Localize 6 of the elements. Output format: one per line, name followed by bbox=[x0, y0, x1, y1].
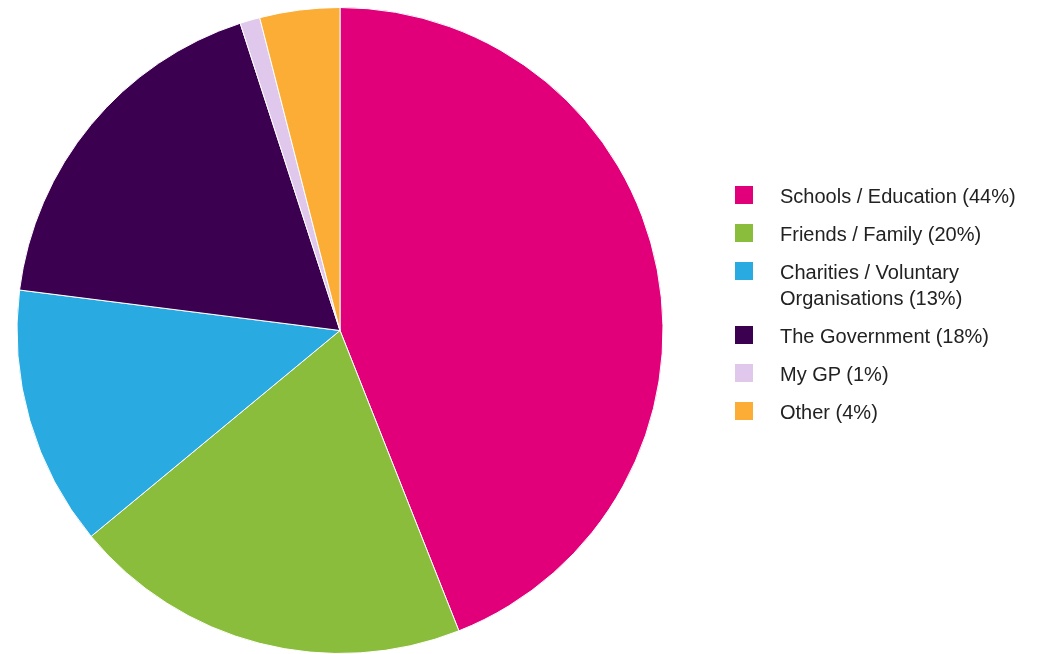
legend-label: Other (4%) bbox=[780, 400, 878, 425]
legend-label: My GP (1%) bbox=[780, 362, 889, 387]
legend-label: The Government (18%) bbox=[780, 324, 989, 349]
legend-label: Friends / Family (20%) bbox=[780, 222, 982, 247]
legend-label: Schools / Education (44%) bbox=[780, 184, 1016, 209]
legend-label: Charities / Voluntary Organisations (13%) bbox=[780, 260, 964, 311]
